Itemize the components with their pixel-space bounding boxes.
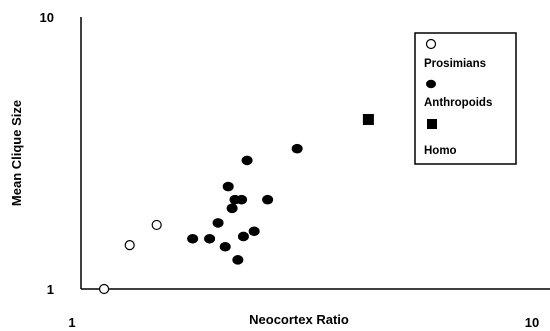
x-axis-title: Neocortex Ratio (249, 312, 349, 327)
point-anthropoids-9 (236, 194, 248, 205)
y-tick-label-top: 10 (40, 10, 54, 25)
legend-label-homo: Homo (424, 145, 457, 157)
y-tick-label-bottom: 1 (47, 282, 54, 297)
point-anthropoids-14 (291, 143, 303, 154)
point-anthropoids-10 (237, 231, 249, 242)
point-homo-1 (362, 113, 374, 125)
x-tick-label-right: 10 (525, 315, 539, 330)
point-anthropoids-8 (232, 255, 244, 265)
point-anthropoids-3 (212, 218, 224, 228)
point-anthropoids-12 (248, 226, 260, 237)
point-anthropoids-13 (262, 194, 274, 205)
data-points (98, 113, 374, 295)
legend: Prosimians Anthropoids Homo (414, 32, 517, 165)
point-anthropoids-7 (226, 203, 238, 214)
point-prosimians-3 (151, 219, 162, 231)
legend-marker-homo (427, 119, 437, 129)
y-axis-title: Mean Clique Size (9, 100, 24, 206)
point-anthropoids-11 (241, 155, 253, 166)
legend-marker-prosimians (425, 38, 437, 50)
point-prosimians-1 (98, 283, 110, 295)
point-anthropoids-1 (187, 233, 199, 244)
point-anthropoids-4 (219, 241, 231, 252)
point-anthropoids-2 (204, 233, 216, 244)
x-tick-label-left: 1 (68, 315, 75, 330)
legend-marker-anthropoids (426, 79, 436, 89)
point-anthropoids-5 (222, 181, 234, 192)
legend-label-anthropoids: Anthropoids (424, 97, 492, 109)
legend-box (414, 32, 517, 165)
point-prosimians-2 (124, 240, 135, 251)
legend-label-prosimians: Prosimians (424, 58, 486, 70)
